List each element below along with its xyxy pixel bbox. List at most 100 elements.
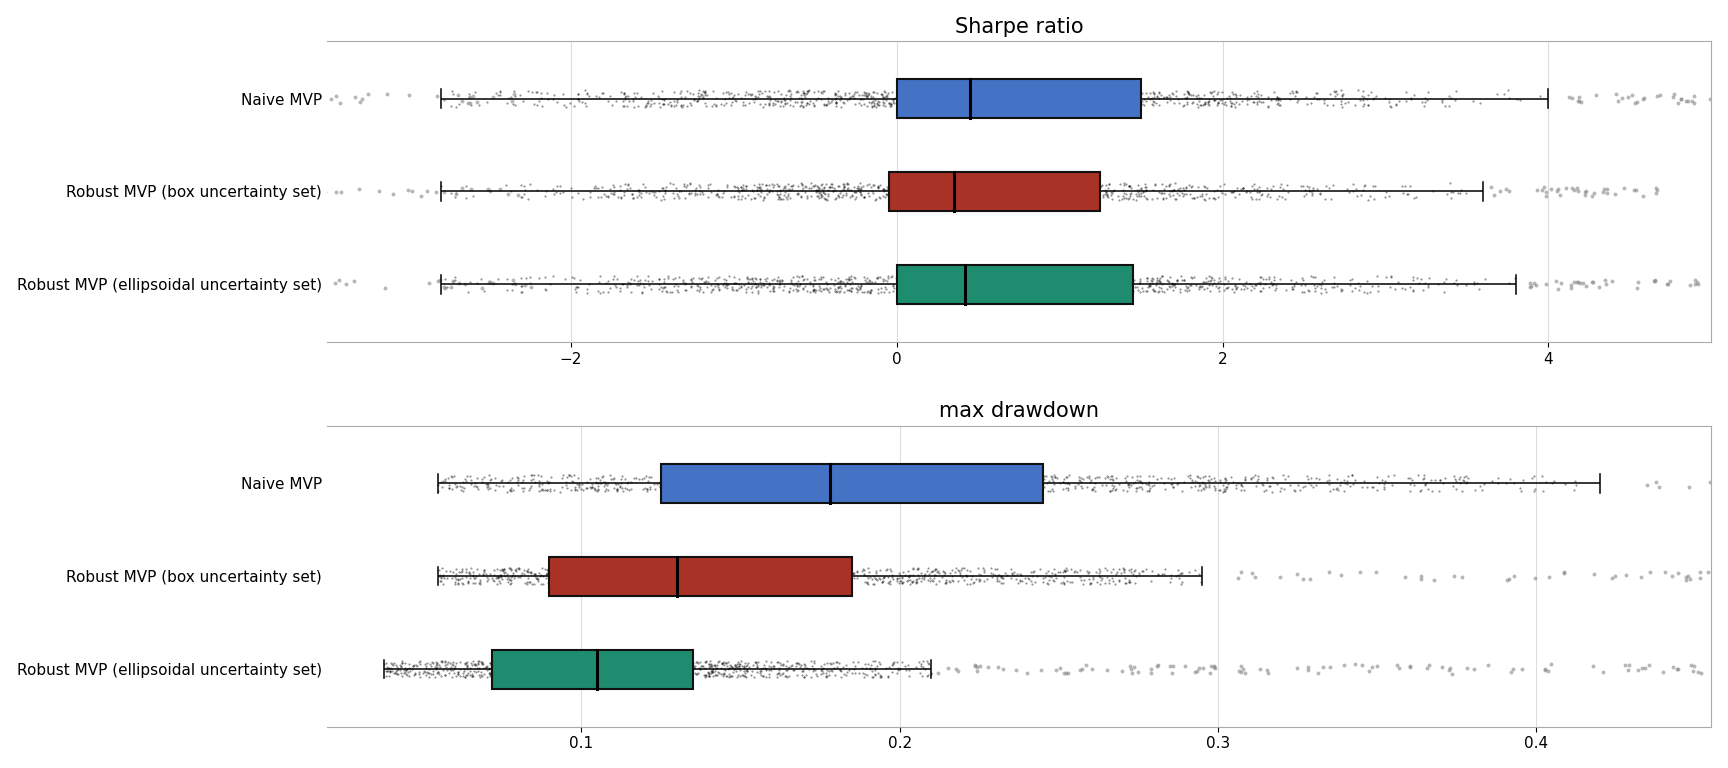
Point <box>1039 180 1066 193</box>
Point <box>850 89 878 101</box>
Point <box>664 190 691 203</box>
Point <box>1543 183 1571 195</box>
Point <box>541 89 569 101</box>
Point <box>582 564 610 576</box>
Point <box>899 276 926 288</box>
Point <box>1441 571 1469 583</box>
Point <box>1101 286 1128 298</box>
Point <box>722 284 750 296</box>
Point <box>1263 478 1291 490</box>
Point <box>1213 474 1241 486</box>
Point <box>1016 274 1044 286</box>
Point <box>553 101 581 113</box>
Point <box>821 662 848 674</box>
Point <box>1293 188 1320 200</box>
Point <box>848 482 876 494</box>
Point <box>988 179 1016 191</box>
Point <box>543 185 570 197</box>
Point <box>793 273 821 286</box>
Point <box>444 574 472 586</box>
Point <box>892 664 919 676</box>
Point <box>1097 470 1125 482</box>
Point <box>945 189 973 201</box>
Point <box>1189 483 1217 495</box>
Point <box>1298 472 1325 485</box>
Point <box>750 479 778 492</box>
Point <box>1123 474 1151 486</box>
Point <box>532 485 560 497</box>
Point <box>911 184 938 196</box>
Point <box>1023 190 1051 203</box>
Point <box>1075 566 1102 578</box>
Point <box>790 478 817 491</box>
Point <box>705 271 733 283</box>
Point <box>897 286 924 299</box>
Point <box>610 87 638 99</box>
Point <box>911 285 938 297</box>
Point <box>501 662 529 674</box>
Point <box>1341 99 1369 111</box>
Point <box>807 485 835 498</box>
Point <box>626 568 653 581</box>
Point <box>966 189 994 201</box>
Point <box>854 578 881 591</box>
Point <box>1144 272 1172 284</box>
Point <box>627 571 655 583</box>
Point <box>805 283 833 296</box>
Point <box>823 100 850 112</box>
Point <box>912 183 940 195</box>
Point <box>911 180 938 193</box>
Point <box>563 88 591 101</box>
Point <box>786 661 814 674</box>
Point <box>885 475 912 488</box>
Point <box>1154 472 1182 485</box>
Point <box>1210 98 1237 110</box>
Point <box>795 470 823 482</box>
Point <box>1286 484 1313 496</box>
Point <box>705 477 733 489</box>
Point <box>391 667 418 680</box>
Point <box>933 271 961 283</box>
Point <box>1051 85 1078 98</box>
Point <box>899 473 926 485</box>
Point <box>743 659 771 671</box>
Point <box>1156 271 1184 283</box>
Point <box>1182 279 1210 291</box>
Point <box>620 191 648 204</box>
Point <box>1248 89 1275 101</box>
Point <box>1016 180 1044 192</box>
Point <box>755 98 783 111</box>
Point <box>764 188 791 200</box>
Point <box>823 96 850 108</box>
Point <box>1218 186 1246 198</box>
Point <box>746 184 774 197</box>
Point <box>1016 93 1044 105</box>
Point <box>1564 276 1591 288</box>
Point <box>551 668 579 680</box>
Point <box>897 186 924 198</box>
Point <box>1025 476 1052 488</box>
Point <box>800 101 828 113</box>
Point <box>581 182 608 194</box>
Point <box>950 186 978 198</box>
Point <box>890 86 918 98</box>
Point <box>992 273 1020 285</box>
Point <box>1154 179 1182 191</box>
Point <box>301 184 328 196</box>
Point <box>1279 280 1306 293</box>
Point <box>1108 272 1135 284</box>
Point <box>800 283 828 296</box>
Point <box>983 182 1011 194</box>
Point <box>1111 576 1139 588</box>
Point <box>1007 283 1035 296</box>
Point <box>1082 186 1109 198</box>
Point <box>425 668 453 680</box>
Point <box>1137 92 1165 104</box>
Point <box>1125 186 1153 198</box>
Point <box>456 91 484 103</box>
Point <box>1375 93 1403 105</box>
Point <box>1030 91 1058 103</box>
Point <box>1547 189 1574 201</box>
Point <box>1056 185 1083 197</box>
Point <box>689 86 717 98</box>
